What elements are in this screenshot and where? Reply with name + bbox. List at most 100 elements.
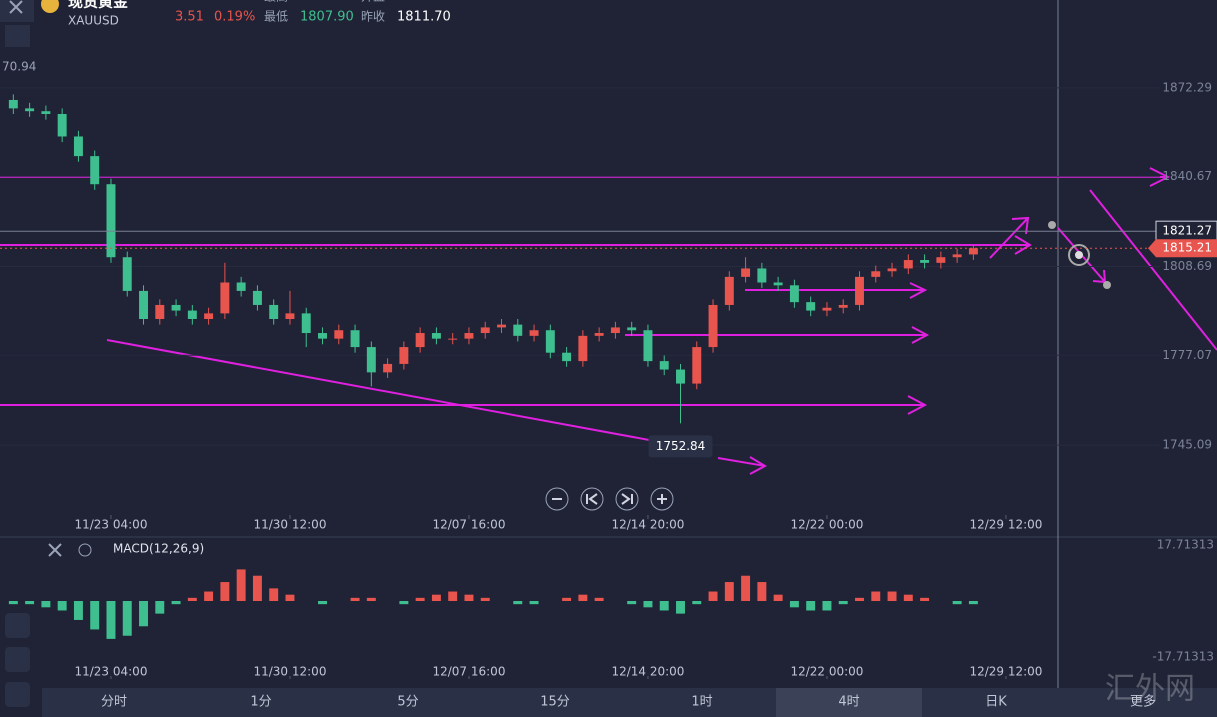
macd-bar bbox=[692, 601, 702, 605]
macd-bar bbox=[25, 601, 35, 605]
candle-body bbox=[741, 268, 751, 277]
candle-body bbox=[789, 285, 799, 303]
macd-bar bbox=[350, 597, 360, 601]
tool-button[interactable] bbox=[5, 647, 30, 672]
candle-body bbox=[464, 333, 474, 339]
macd-bar bbox=[952, 601, 962, 605]
active-tab bbox=[776, 688, 922, 717]
tab[interactable]: 5分 bbox=[397, 695, 418, 710]
candle-body bbox=[578, 335, 588, 362]
macd-bar bbox=[269, 588, 279, 601]
crosshair-price: 1821.27 bbox=[1162, 224, 1212, 238]
macd-bar bbox=[724, 582, 734, 601]
y-tick-label: 1745.09 bbox=[1162, 438, 1212, 452]
macd-bar bbox=[155, 601, 165, 614]
candle-body bbox=[8, 99, 18, 109]
macd-bar bbox=[838, 601, 848, 605]
macd-bar bbox=[627, 601, 637, 605]
macd-bar bbox=[871, 591, 881, 601]
candle-body bbox=[318, 333, 327, 339]
tool-button[interactable] bbox=[5, 25, 30, 47]
macd-bar bbox=[643, 601, 653, 608]
macd-bar bbox=[252, 575, 262, 601]
x-tick-label: 12/14 20:00 bbox=[611, 518, 684, 532]
stat-label: 最高 bbox=[264, 0, 288, 4]
macd-bar bbox=[41, 601, 51, 608]
candle-body bbox=[122, 257, 132, 291]
candle-body bbox=[822, 307, 832, 311]
y-tick-label: -17.71313 bbox=[1152, 649, 1214, 663]
macd-bar bbox=[318, 601, 327, 605]
macd-bar bbox=[529, 601, 539, 605]
macd-bar bbox=[741, 575, 751, 601]
last-price-tag bbox=[1148, 239, 1217, 258]
macd-bar bbox=[676, 601, 685, 614]
candle-body bbox=[334, 330, 344, 339]
tool-button[interactable] bbox=[5, 682, 30, 707]
macd-bar bbox=[8, 601, 18, 605]
tool-button[interactable] bbox=[5, 613, 30, 638]
candle-body bbox=[562, 352, 572, 362]
instrument-name: 现货黄金 bbox=[68, 0, 129, 11]
tab[interactable]: 分时 bbox=[101, 695, 127, 710]
candle-body bbox=[448, 338, 458, 340]
macd-bar bbox=[431, 594, 441, 601]
tab[interactable]: 1分 bbox=[250, 695, 271, 710]
macd-bar bbox=[773, 594, 783, 601]
low-label-box bbox=[648, 435, 713, 458]
candle-body bbox=[936, 257, 946, 263]
candle-body bbox=[187, 310, 197, 319]
tab[interactable]: 日K bbox=[985, 695, 1007, 710]
candle-body bbox=[855, 276, 864, 305]
candle-body bbox=[41, 111, 51, 115]
macd-settings[interactable] bbox=[78, 543, 92, 557]
chart-nav bbox=[545, 487, 674, 511]
macd-close[interactable] bbox=[48, 543, 62, 557]
candle-body bbox=[887, 268, 897, 272]
tab[interactable]: 4时 bbox=[838, 695, 859, 710]
candle-body bbox=[806, 302, 816, 311]
tab[interactable]: 15分 bbox=[540, 695, 570, 710]
tab[interactable]: 1时 bbox=[691, 695, 712, 710]
candle-body bbox=[952, 254, 962, 258]
x-tick-label: 11/23 04:00 bbox=[74, 665, 147, 679]
candle-body bbox=[25, 108, 35, 112]
tab[interactable]: 更多 bbox=[1130, 694, 1156, 710]
macd-bar bbox=[968, 601, 978, 605]
gold-icon bbox=[41, 0, 59, 13]
macd-bar bbox=[448, 591, 458, 601]
candle-body bbox=[708, 304, 718, 348]
macd-bar bbox=[757, 582, 767, 601]
macd-bar bbox=[139, 601, 148, 627]
macd-bar bbox=[464, 594, 474, 601]
x-tick-label: 11/30 12:00 bbox=[253, 518, 326, 532]
change-pct: 0.19% bbox=[214, 10, 255, 25]
y-tick-label: 1808.69 bbox=[1162, 259, 1212, 273]
macd-bar bbox=[480, 597, 490, 601]
macd-bar bbox=[415, 597, 425, 601]
macd-bar bbox=[187, 597, 197, 601]
candle-body bbox=[480, 327, 490, 334]
candle-body bbox=[204, 313, 214, 319]
macd-bar bbox=[220, 582, 230, 601]
candle-body bbox=[90, 156, 100, 185]
macd-bar bbox=[285, 594, 295, 601]
x-tick-label: 12/29 12:00 bbox=[969, 665, 1042, 679]
close-button[interactable] bbox=[0, 0, 34, 22]
watermark: 汇外网 bbox=[1105, 672, 1195, 707]
macd-bar bbox=[236, 569, 246, 601]
x-tick-label: 12/29 12:00 bbox=[969, 518, 1042, 532]
left-price-cut: 70.94 bbox=[2, 60, 36, 74]
scroll-right[interactable] bbox=[615, 487, 639, 511]
candle-body bbox=[659, 361, 669, 370]
macd-bar bbox=[171, 601, 181, 605]
candle-body bbox=[610, 327, 620, 334]
scroll-left[interactable] bbox=[580, 487, 604, 511]
macd-bar bbox=[708, 591, 718, 601]
candle-body bbox=[594, 333, 604, 336]
macd-bar bbox=[73, 601, 83, 620]
macd-bar bbox=[806, 601, 816, 611]
y-tick-label: 1777.07 bbox=[1162, 348, 1212, 362]
